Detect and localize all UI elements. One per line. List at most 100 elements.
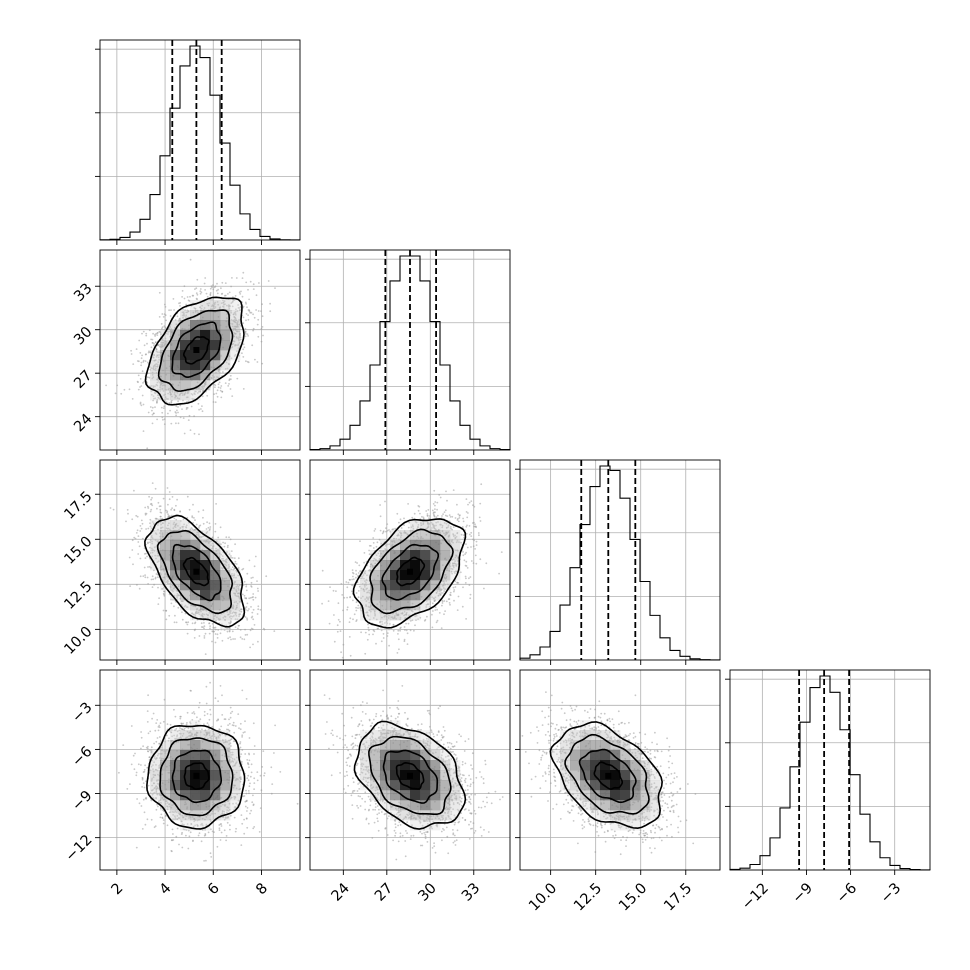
density-cell <box>190 300 201 311</box>
scatter-point <box>140 357 143 360</box>
scatter-point <box>444 588 446 591</box>
scatter-point <box>216 845 219 848</box>
scatter-point <box>229 622 232 624</box>
scatter-point <box>191 516 194 519</box>
scatter-point <box>351 747 354 749</box>
scatter-point <box>147 583 150 585</box>
scatter-point <box>386 635 389 637</box>
scatter-point <box>136 529 139 532</box>
scatter-point <box>259 807 262 809</box>
scatter-point <box>147 694 150 697</box>
scatter-point <box>388 543 391 546</box>
scatter-point <box>230 285 233 288</box>
scatter-point <box>203 613 206 616</box>
density-cell <box>230 780 241 791</box>
scatter-point <box>229 814 232 817</box>
scatter-point <box>252 598 255 601</box>
scatter-point <box>138 339 141 342</box>
scatter-point <box>182 417 185 419</box>
scatter-point <box>157 586 159 589</box>
scatter-point <box>469 803 472 805</box>
density-cell <box>200 730 211 741</box>
scatter-point <box>175 323 178 326</box>
density-cell <box>180 390 191 401</box>
scatter-point <box>346 608 349 611</box>
scatter-point <box>460 541 462 544</box>
density-cell <box>200 300 211 311</box>
scatter-point <box>220 613 223 615</box>
scatter-point <box>222 306 225 308</box>
scatter-point <box>189 721 192 723</box>
scatter-point <box>484 763 487 766</box>
scatter-point <box>151 374 154 376</box>
scatter-point <box>154 539 157 542</box>
panel-frame <box>99 39 301 241</box>
scatter-point <box>462 586 464 589</box>
scatter-point <box>472 545 475 548</box>
scatter-point <box>160 323 163 325</box>
scatter-point <box>475 540 478 543</box>
panel-frame <box>729 669 931 871</box>
scatter-point <box>357 596 360 599</box>
scatter-point <box>397 629 400 632</box>
scatter-point <box>263 772 266 774</box>
scatter-point <box>150 765 153 768</box>
scatter-point <box>191 622 194 625</box>
density-cell <box>210 560 221 571</box>
scatter-point <box>181 728 184 731</box>
scatter-point <box>202 616 204 618</box>
scatter-point <box>340 651 342 654</box>
scatter-point <box>458 517 461 519</box>
scatter-point <box>225 361 228 364</box>
scatter-point <box>156 573 159 576</box>
scatter-point <box>133 536 136 539</box>
scatter-point <box>205 532 208 535</box>
scatter-point <box>465 560 468 563</box>
scatter-point <box>451 528 453 531</box>
scatter-point <box>273 752 275 754</box>
scatter-point <box>206 394 209 397</box>
scatter-point <box>137 553 140 555</box>
scatter-point <box>244 628 247 631</box>
scatter-point <box>167 398 169 400</box>
scatter-point <box>207 614 209 616</box>
density-cell <box>220 740 231 751</box>
scatter-point <box>460 797 463 800</box>
scatter-point <box>225 835 228 837</box>
scatter-point <box>455 541 458 544</box>
scatter-point <box>199 292 202 295</box>
scatter-point <box>209 713 212 716</box>
scatter-point <box>144 576 147 579</box>
scatter-point <box>442 584 445 587</box>
scatter-point <box>200 626 203 628</box>
scatter-point <box>239 629 242 631</box>
scatter-point <box>386 632 389 634</box>
density-cell <box>180 340 191 351</box>
density-cell <box>380 560 391 571</box>
density-cell <box>170 530 181 541</box>
density-cell <box>400 530 411 541</box>
scatter-point <box>205 685 208 688</box>
scatter-point <box>367 623 369 626</box>
scatter-point <box>157 528 159 531</box>
scatter-point <box>147 732 150 735</box>
density-cell <box>190 360 201 371</box>
scatter-point <box>156 363 159 366</box>
scatter-point <box>411 824 413 827</box>
scatter-point <box>415 521 418 524</box>
density-cell <box>360 610 371 621</box>
scatter-point <box>381 623 384 625</box>
scatter-point <box>369 804 372 807</box>
scatter-point <box>417 618 419 620</box>
scatter-point <box>245 585 248 588</box>
scatter-point <box>257 608 260 611</box>
scatter-point <box>246 333 249 336</box>
scatter-point <box>202 522 205 525</box>
scatter-point <box>214 697 217 700</box>
scatter-point <box>229 628 231 631</box>
scatter-point <box>152 365 155 368</box>
scatter-point <box>415 619 417 621</box>
scatter-point <box>143 811 146 814</box>
density-cell <box>170 810 181 821</box>
scatter-point <box>167 513 170 516</box>
